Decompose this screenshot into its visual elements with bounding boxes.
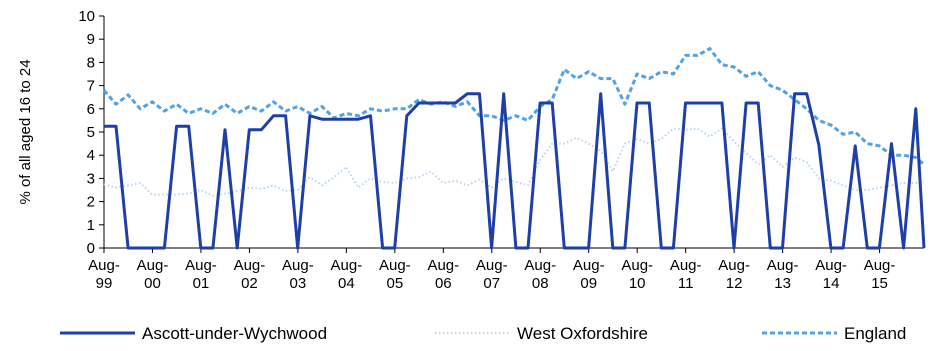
x-tick-label-year: 09 [580,275,597,292]
x-tick-label-year: 03 [290,275,307,292]
x-tick-label: Aug- [573,257,605,274]
y-tick-label: 8 [87,54,95,71]
y-tick-label: 3 [87,170,95,187]
y-tick-label: 7 [87,78,95,95]
series-line-england [102,47,925,166]
x-tick-label-year: 14 [823,275,840,292]
x-tick-label: Aug- [815,257,847,274]
x-tick-label-year: 01 [193,275,210,292]
legend: Ascott-under-Wychwood West Oxfordshire Eng… [60,324,906,343]
x-tick-label-year: 02 [241,275,258,292]
y-tick-label: 0 [87,240,95,257]
x-tick-label-year: 12 [726,275,743,292]
y-tick-label: 4 [87,147,95,164]
x-tick-label: Aug- [864,257,896,274]
x-tick-label-year: 07 [483,275,500,292]
y-tick-label: 5 [87,124,95,141]
series-group [102,47,926,250]
series-line-west-oxfordshire [103,127,924,197]
x-tick-label-year: 05 [386,275,403,292]
y-tick-label: 10 [78,8,95,25]
x-tick-label: Aug- [427,257,459,274]
x-tick-label-year: 10 [629,275,646,292]
y-axis: 0 1 2 3 4 5 6 7 8 9 10 [78,8,105,257]
series-line-ascott-under-wychwood [103,92,926,250]
x-tick-label: Aug- [718,257,750,274]
legend-label: England [844,324,906,343]
x-tick-label: Aug- [379,257,411,274]
x-tick-label: Aug- [331,257,363,274]
x-tick-label: Aug- [137,257,169,274]
x-tick-label: Aug- [185,257,217,274]
x-tick-label: Aug- [282,257,314,274]
y-tick-label: 2 [87,194,95,211]
x-tick-label-year: 04 [338,275,355,292]
x-tick-label-year: 15 [871,275,888,292]
y-tick-label: 1 [87,217,95,234]
x-tick-label-year: 11 [678,275,694,292]
x-tick-label-year: 08 [532,275,549,292]
x-tick-label-year: 00 [144,275,161,292]
x-tick-label: Aug- [767,257,799,274]
y-tick-label: 6 [87,101,95,118]
x-tick-label-year: 99 [96,275,113,292]
x-tick-label: Aug- [476,257,508,274]
x-tick-label: Aug- [524,257,556,274]
legend-label: West Oxfordshire [517,324,648,343]
x-axis: Aug-99Aug-00Aug-01Aug-02Aug-03Aug-04Aug-… [88,247,924,292]
x-tick-label: Aug- [670,257,702,274]
legend-label: Ascott-under-Wychwood [142,324,327,343]
y-axis-title: % of all aged 16 to 24 [17,59,34,204]
y-tick-label: 9 [87,31,95,48]
x-tick-label: Aug- [234,257,266,274]
x-tick-label: Aug- [88,257,120,274]
x-tick-label-year: 06 [435,275,452,292]
x-tick-label: Aug- [621,257,653,274]
x-tick-label-year: 13 [774,275,791,292]
